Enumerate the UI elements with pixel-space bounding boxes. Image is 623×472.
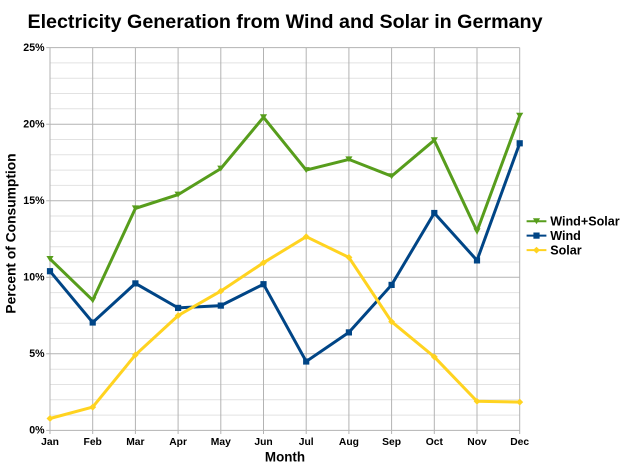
svg-text:Percent of Consumption: Percent of Consumption [4, 153, 19, 313]
svg-text:0%: 0% [29, 425, 45, 437]
svg-text:May: May [211, 437, 231, 448]
svg-text:Feb: Feb [84, 437, 102, 448]
svg-text:25%: 25% [23, 42, 45, 54]
svg-text:Solar: Solar [550, 244, 582, 258]
svg-text:Aug: Aug [339, 437, 359, 448]
svg-text:5%: 5% [29, 348, 45, 360]
svg-text:Apr: Apr [169, 437, 187, 448]
svg-text:Sep: Sep [382, 437, 401, 448]
svg-text:Wind+Solar: Wind+Solar [550, 215, 620, 229]
svg-text:Jan: Jan [41, 437, 59, 448]
svg-text:Jul: Jul [299, 437, 314, 448]
svg-text:Wind: Wind [550, 229, 581, 243]
svg-text:Mar: Mar [126, 437, 144, 448]
svg-text:Electricity Generation from Wi: Electricity Generation from Wind and Sol… [27, 11, 542, 33]
svg-text:Jun: Jun [254, 437, 272, 448]
svg-text:Dec: Dec [510, 437, 529, 448]
svg-text:20%: 20% [23, 118, 45, 130]
svg-text:Oct: Oct [426, 437, 444, 448]
svg-text:10%: 10% [23, 272, 45, 284]
svg-text:Month: Month [265, 449, 305, 464]
svg-text:15%: 15% [23, 195, 45, 207]
svg-text:Nov: Nov [467, 437, 487, 448]
